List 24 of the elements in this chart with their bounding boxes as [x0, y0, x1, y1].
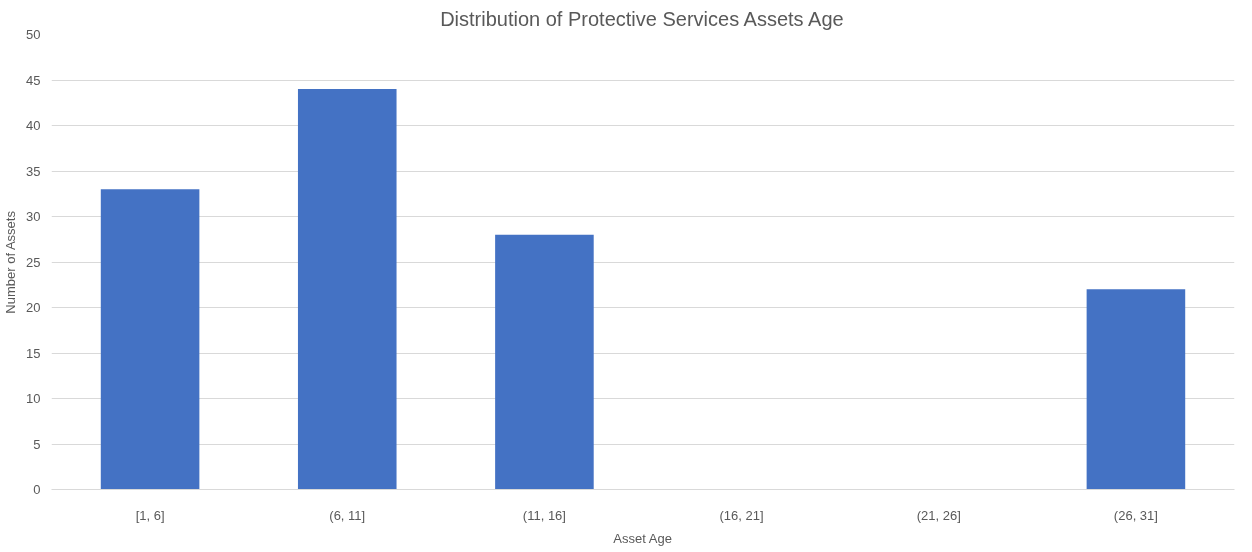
y-tick-label: 0: [33, 482, 41, 497]
y-tick-label: 5: [33, 436, 41, 452]
y-axis-title: Number of Assets: [3, 210, 19, 314]
x-tick-label: (21, 26]: [916, 507, 961, 523]
bar: [297, 89, 397, 490]
y-tick-label: 10: [26, 391, 41, 406]
x-tick-label: (6, 11]: [329, 507, 366, 523]
bar: [1086, 289, 1186, 490]
x-tick-label: [1, 6]: [135, 507, 165, 523]
y-tick-label: 40: [26, 118, 41, 133]
x-axis-title: Asset Age: [613, 530, 672, 546]
y-tick-label: 20: [26, 300, 41, 315]
bar: [100, 189, 200, 490]
x-tick-label: (16, 21]: [719, 507, 764, 523]
x-tick-label: (11, 16]: [522, 507, 566, 523]
x-tick-label: (26, 31]: [1113, 507, 1158, 523]
y-tick-label: 50: [26, 27, 41, 42]
y-tick-label: 30: [26, 209, 41, 224]
y-tick-label: 15: [26, 345, 41, 361]
y-tick-label: 45: [26, 72, 41, 88]
chart-title: Distribution of Protective Services Assets Age: [440, 7, 844, 30]
bar: [495, 234, 594, 490]
y-tick-label: 25: [26, 254, 41, 270]
y-tick-label: 35: [26, 163, 41, 179]
